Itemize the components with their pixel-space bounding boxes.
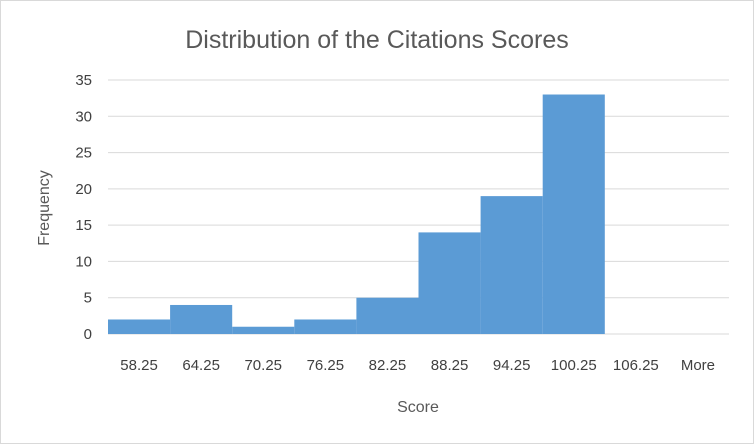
y-tick-label: 30 [75, 108, 92, 125]
x-tick-label: 82.25 [369, 357, 407, 374]
y-axis-label: Frequency [36, 170, 53, 246]
x-tick-label: 106.25 [613, 357, 659, 374]
x-axis-ticks: 58.25 64.25 70.25 76.25 82.25 88.25 94.25 100.2… [120, 357, 715, 374]
chart-title: Distribution of the Citations Scores [185, 26, 569, 54]
bar [294, 319, 357, 334]
y-axis-ticks: 0 5 10 15 20 25 30 35 [75, 72, 92, 343]
y-tick-label: 25 [75, 145, 92, 162]
bar [108, 319, 171, 334]
x-tick-label: 100.25 [551, 357, 597, 374]
x-tick-label: 70.25 [244, 357, 282, 374]
x-axis-label: Score [397, 399, 439, 416]
bar [232, 326, 295, 334]
x-tick-label: More [681, 357, 715, 374]
x-tick-label: 88.25 [431, 357, 469, 374]
bar [480, 196, 543, 334]
y-tick-label: 10 [75, 253, 92, 270]
y-tick-label: 35 [75, 72, 92, 89]
y-tick-label: 15 [75, 217, 92, 234]
y-tick-label: 20 [75, 181, 92, 198]
bar [356, 297, 419, 334]
x-tick-label: 94.25 [493, 357, 531, 374]
bars [108, 94, 605, 334]
bar [170, 304, 233, 334]
x-tick-label: 58.25 [120, 357, 158, 374]
y-tick-label: 5 [84, 290, 92, 307]
x-tick-label: 64.25 [182, 357, 220, 374]
x-tick-label: 76.25 [307, 357, 345, 374]
bar [542, 94, 605, 334]
y-tick-label: 0 [84, 326, 92, 343]
bar [418, 232, 481, 334]
